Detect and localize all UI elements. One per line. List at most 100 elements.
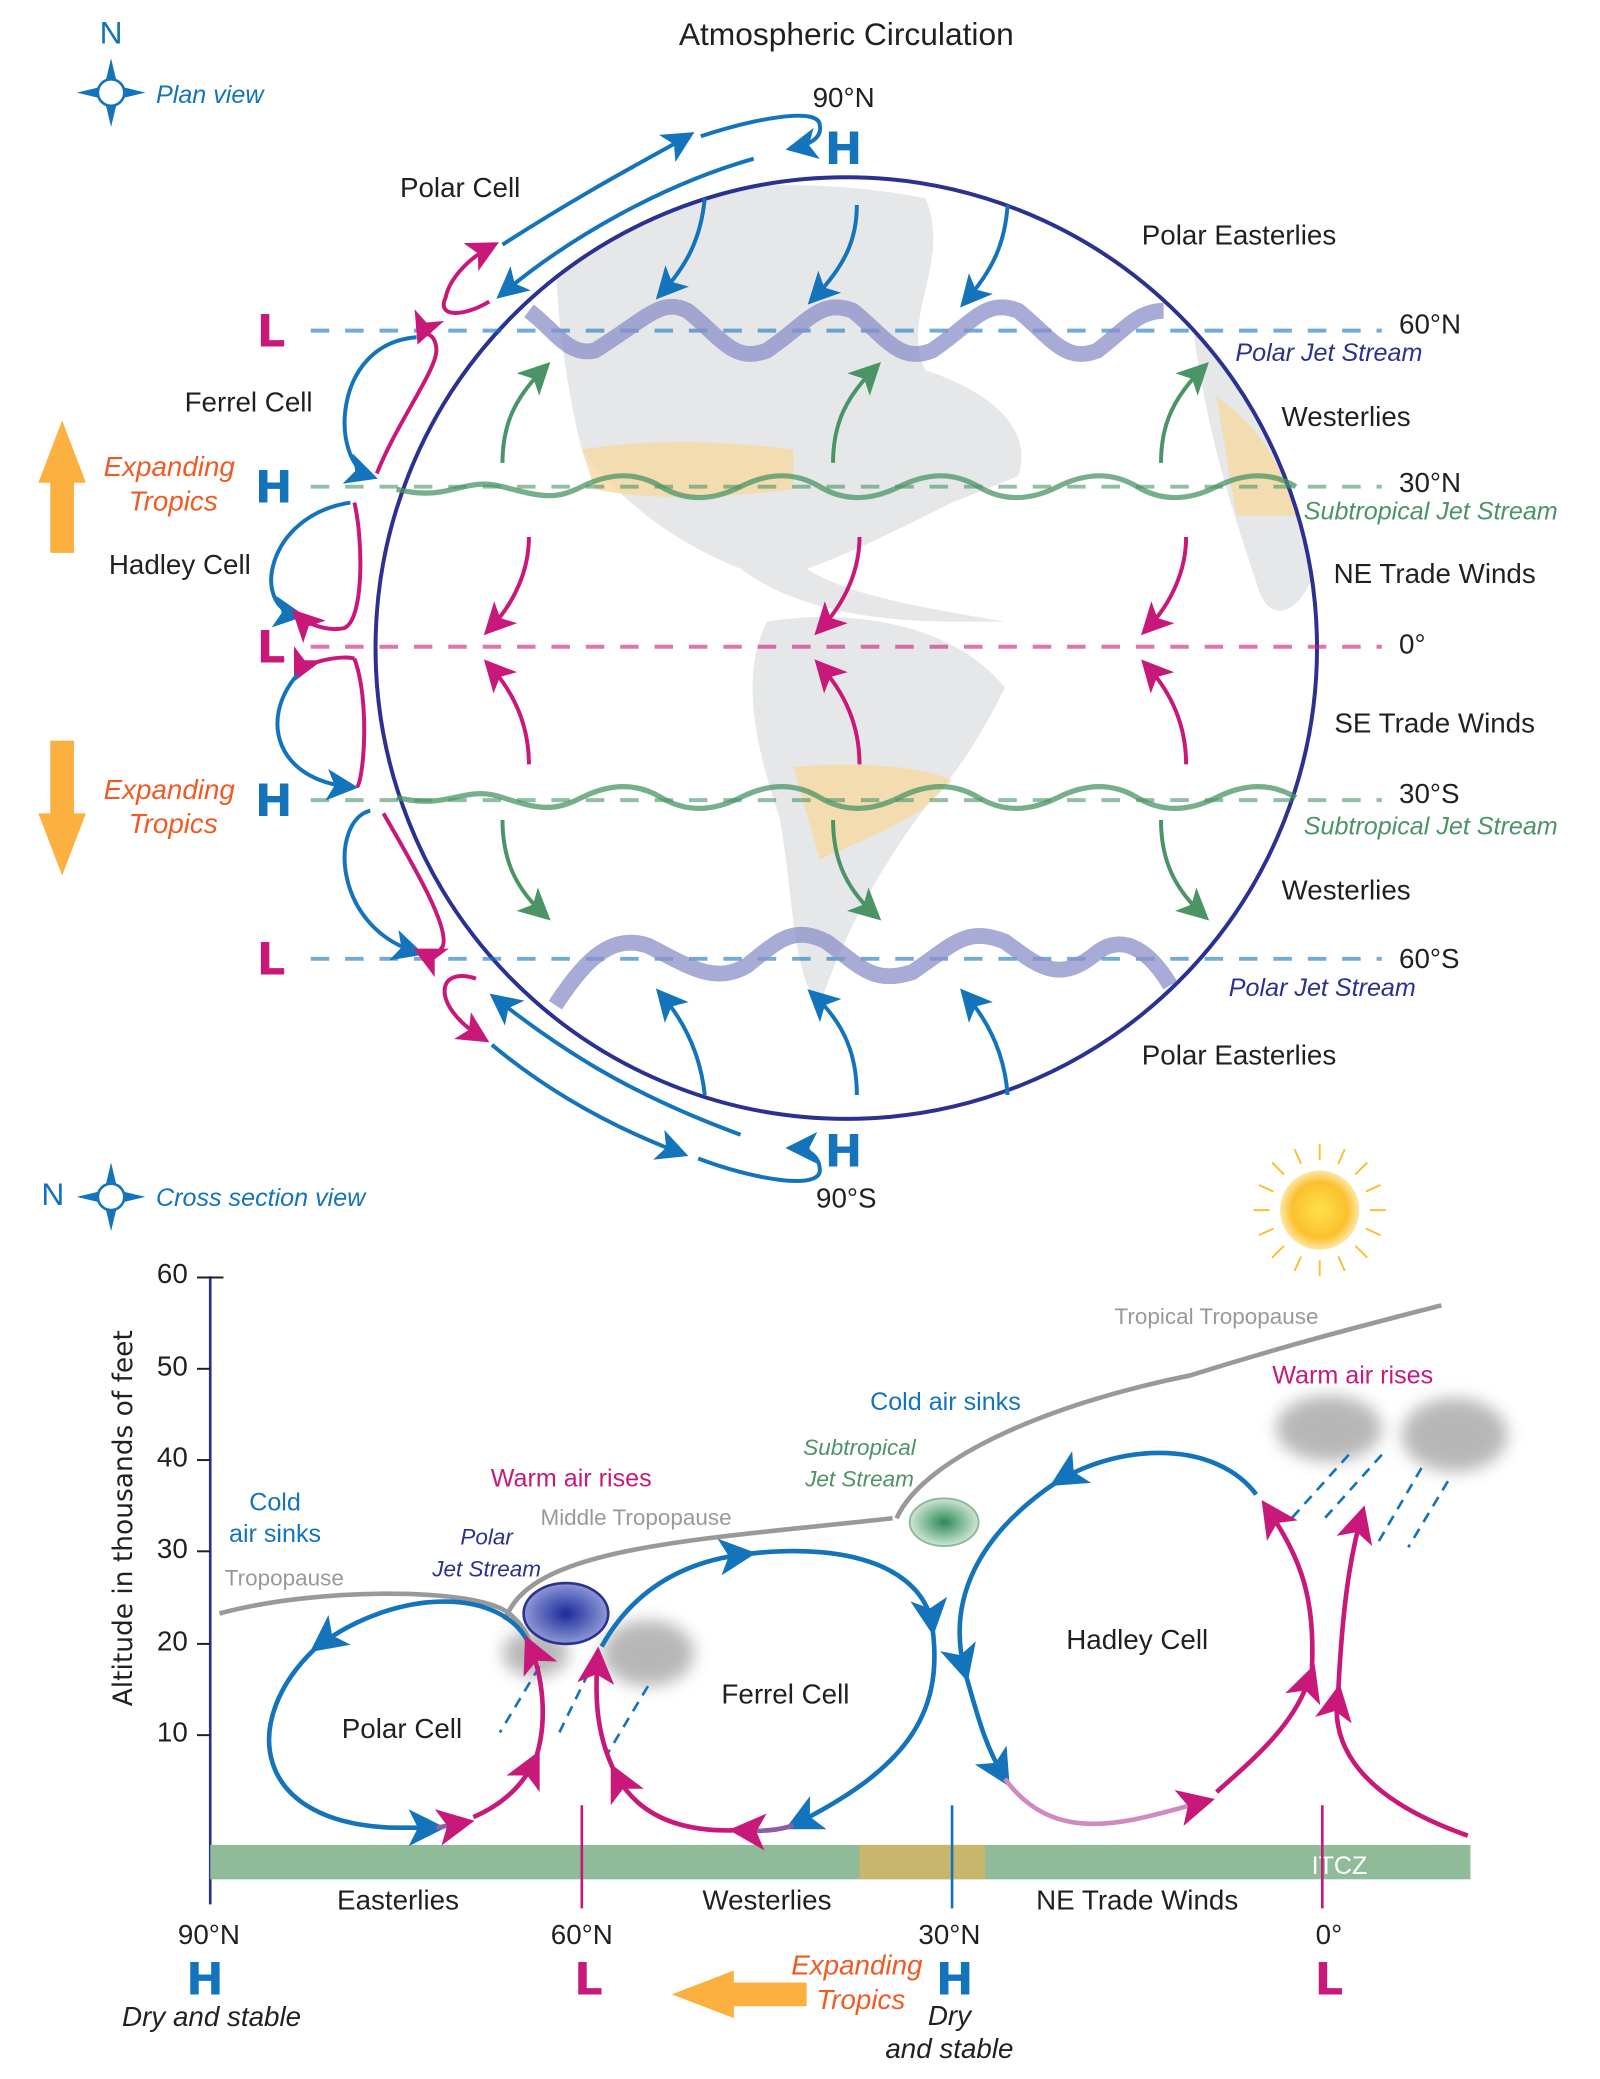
wind-label-polar-easterlies-s: Polar Easterlies bbox=[1142, 1040, 1336, 1071]
lat-label-equator: 0° bbox=[1399, 628, 1426, 659]
dry-stable-label-1: Dry and stable bbox=[122, 2001, 301, 2032]
wind-label-ne-trade: NE Trade Winds bbox=[1334, 558, 1536, 589]
rain-streaks bbox=[498, 1453, 1450, 1754]
surface-wind-easterlies: Easterlies bbox=[337, 1885, 459, 1916]
ferrel-cell-label: Ferrel Cell bbox=[185, 386, 313, 417]
subtropical-jet-label-1: Subtropical bbox=[803, 1435, 916, 1460]
polar-easterlies-arrows-south bbox=[655, 988, 1010, 1096]
cross-compass-north-label: N bbox=[41, 1176, 64, 1212]
cross-hadley-cell-label: Hadley Cell bbox=[1066, 1624, 1208, 1655]
lat-label-60s: 60°S bbox=[1399, 943, 1460, 974]
cross-pressure-90n: H bbox=[186, 1952, 224, 2005]
subtropical-jet-stream-north bbox=[396, 473, 1298, 501]
expanding-tropics-north-line1: Expanding bbox=[104, 451, 236, 482]
polar-cell-label: Polar Cell bbox=[400, 172, 520, 203]
polar-jet-label-2: Jet Stream bbox=[431, 1556, 541, 1581]
tropical-tropopause-line bbox=[894, 1303, 1442, 1520]
pressure-30n: H bbox=[255, 461, 293, 514]
hadley-cell-label: Hadley Cell bbox=[109, 549, 251, 580]
polar-jet-stream-north bbox=[524, 298, 1165, 362]
y-axis-label: Altitude in thousands of feet bbox=[108, 1330, 139, 1706]
lat-label-30n: 30°N bbox=[1399, 467, 1461, 498]
ne-trade-winds-arrows bbox=[483, 536, 1189, 636]
expanding-tropics-south-line2: Tropics bbox=[129, 808, 218, 839]
hadley-cell-loop bbox=[940, 1450, 1469, 1838]
y-tick-20: 20 bbox=[157, 1626, 188, 1657]
cold-air-sinks-1-line1: Cold bbox=[249, 1488, 301, 1516]
lat-label-60n: 60°N bbox=[1399, 308, 1461, 339]
polar-easterlies-arrows-north bbox=[655, 198, 1010, 308]
ferrel-cell-loop bbox=[577, 1538, 948, 1851]
plan-view-label: Plan view bbox=[156, 81, 265, 109]
warm-air-rises-2: Warm air rises bbox=[1272, 1361, 1433, 1389]
se-trade-winds-arrows bbox=[483, 659, 1189, 765]
cross-lat-30n: 30°N bbox=[918, 1919, 980, 1950]
south-pole-label: 90°S bbox=[816, 1182, 877, 1213]
cross-lat-equator: 0° bbox=[1316, 1919, 1343, 1950]
surface-wind-westerlies: Westerlies bbox=[702, 1885, 831, 1916]
dry-stable-label-2-line1: Dry bbox=[928, 2000, 973, 2031]
pressure-60s: L bbox=[257, 933, 286, 986]
cold-air-sinks-2: Cold air sinks bbox=[870, 1388, 1021, 1416]
north-pole-label: 90°N bbox=[813, 82, 875, 113]
compass-north-label: N bbox=[100, 15, 123, 51]
dry-stable-label-2-line2: and stable bbox=[885, 2033, 1013, 2064]
westerlies-arrows-north bbox=[500, 362, 1209, 463]
cross-polar-cell-label: Polar Cell bbox=[342, 1713, 462, 1744]
surface-wind-ne-trade: NE Trade Winds bbox=[1036, 1885, 1238, 1916]
wind-label-se-trade: SE Trade Winds bbox=[1334, 708, 1535, 739]
y-tick-40: 40 bbox=[157, 1442, 188, 1473]
cross-pressure-equator: L bbox=[1315, 1952, 1344, 2005]
expanding-tropics-north-line2: Tropics bbox=[129, 485, 218, 516]
expanding-tropics-zone bbox=[859, 1844, 986, 1880]
south-pole-pressure: H bbox=[825, 1124, 863, 1177]
y-tick-30: 30 bbox=[157, 1533, 188, 1564]
tropopause-label: Tropopause bbox=[225, 1566, 344, 1591]
cross-ferrel-cell-label: Ferrel Cell bbox=[721, 1678, 849, 1709]
arrow-up-icon bbox=[38, 420, 86, 553]
itcz-label: ITCZ bbox=[1312, 1852, 1368, 1880]
pressure-equator: L bbox=[257, 621, 286, 674]
compass-icon bbox=[76, 58, 146, 127]
subtropical-jet-stream-south bbox=[396, 783, 1298, 812]
polar-jet-label-north: Polar Jet Stream bbox=[1235, 339, 1422, 367]
subtropical-jet-label-south: Subtropical Jet Stream bbox=[1304, 813, 1558, 841]
middle-tropopause-line bbox=[502, 1515, 893, 1621]
subtropical-jet-label-2: Jet Stream bbox=[804, 1467, 914, 1492]
title: Atmospheric Circulation bbox=[679, 16, 1014, 52]
warm-air-rises-1: Warm air rises bbox=[491, 1465, 652, 1493]
pressure-30s: H bbox=[255, 774, 293, 827]
sun-icon bbox=[1253, 1143, 1386, 1277]
polar-tropopause-line bbox=[218, 1591, 532, 1643]
cross-lat-60n: 60°N bbox=[551, 1919, 613, 1950]
subtropical-jet-label-north: Subtropical Jet Stream bbox=[1304, 498, 1558, 526]
y-tick-10: 10 bbox=[157, 1717, 188, 1748]
y-tick-50: 50 bbox=[157, 1350, 188, 1381]
north-pole-pressure: H bbox=[825, 122, 863, 175]
subtropical-jet-stream-icon bbox=[908, 1497, 980, 1548]
arrow-down-icon bbox=[38, 740, 86, 876]
y-ticks bbox=[197, 1276, 224, 1737]
cross-lat-90n: 90°N bbox=[178, 1919, 240, 1950]
polar-jet-stream-icon bbox=[522, 1581, 610, 1646]
polar-jet-label-south: Polar Jet Stream bbox=[1229, 974, 1416, 1002]
polar-jet-stream-south bbox=[548, 926, 1178, 1010]
pressure-60n: L bbox=[257, 304, 286, 357]
wind-label-westerlies-s: Westerlies bbox=[1282, 874, 1411, 905]
polar-cell-loop bbox=[267, 1599, 558, 1847]
expanding-tropics-south-line1: Expanding bbox=[104, 774, 236, 805]
cross-expanding-tropics-line1: Expanding bbox=[791, 1950, 923, 1981]
tropical-tropopause-label: Tropical Tropopause bbox=[1115, 1304, 1319, 1329]
cross-pressure-60n: L bbox=[574, 1952, 603, 2005]
wind-label-polar-easterlies-n: Polar Easterlies bbox=[1142, 220, 1336, 251]
cross-pressure-30n: H bbox=[936, 1952, 974, 2005]
y-tick-60: 60 bbox=[157, 1258, 188, 1289]
ground-bar bbox=[210, 1844, 1471, 1880]
polar-jet-label-1: Polar bbox=[460, 1525, 514, 1550]
arrow-left-icon bbox=[671, 1970, 807, 2019]
middle-tropopause-label: Middle Tropopause bbox=[540, 1505, 731, 1530]
lat-label-30s: 30°S bbox=[1399, 778, 1460, 809]
cold-air-sinks-1-line2: air sinks bbox=[229, 1520, 321, 1548]
